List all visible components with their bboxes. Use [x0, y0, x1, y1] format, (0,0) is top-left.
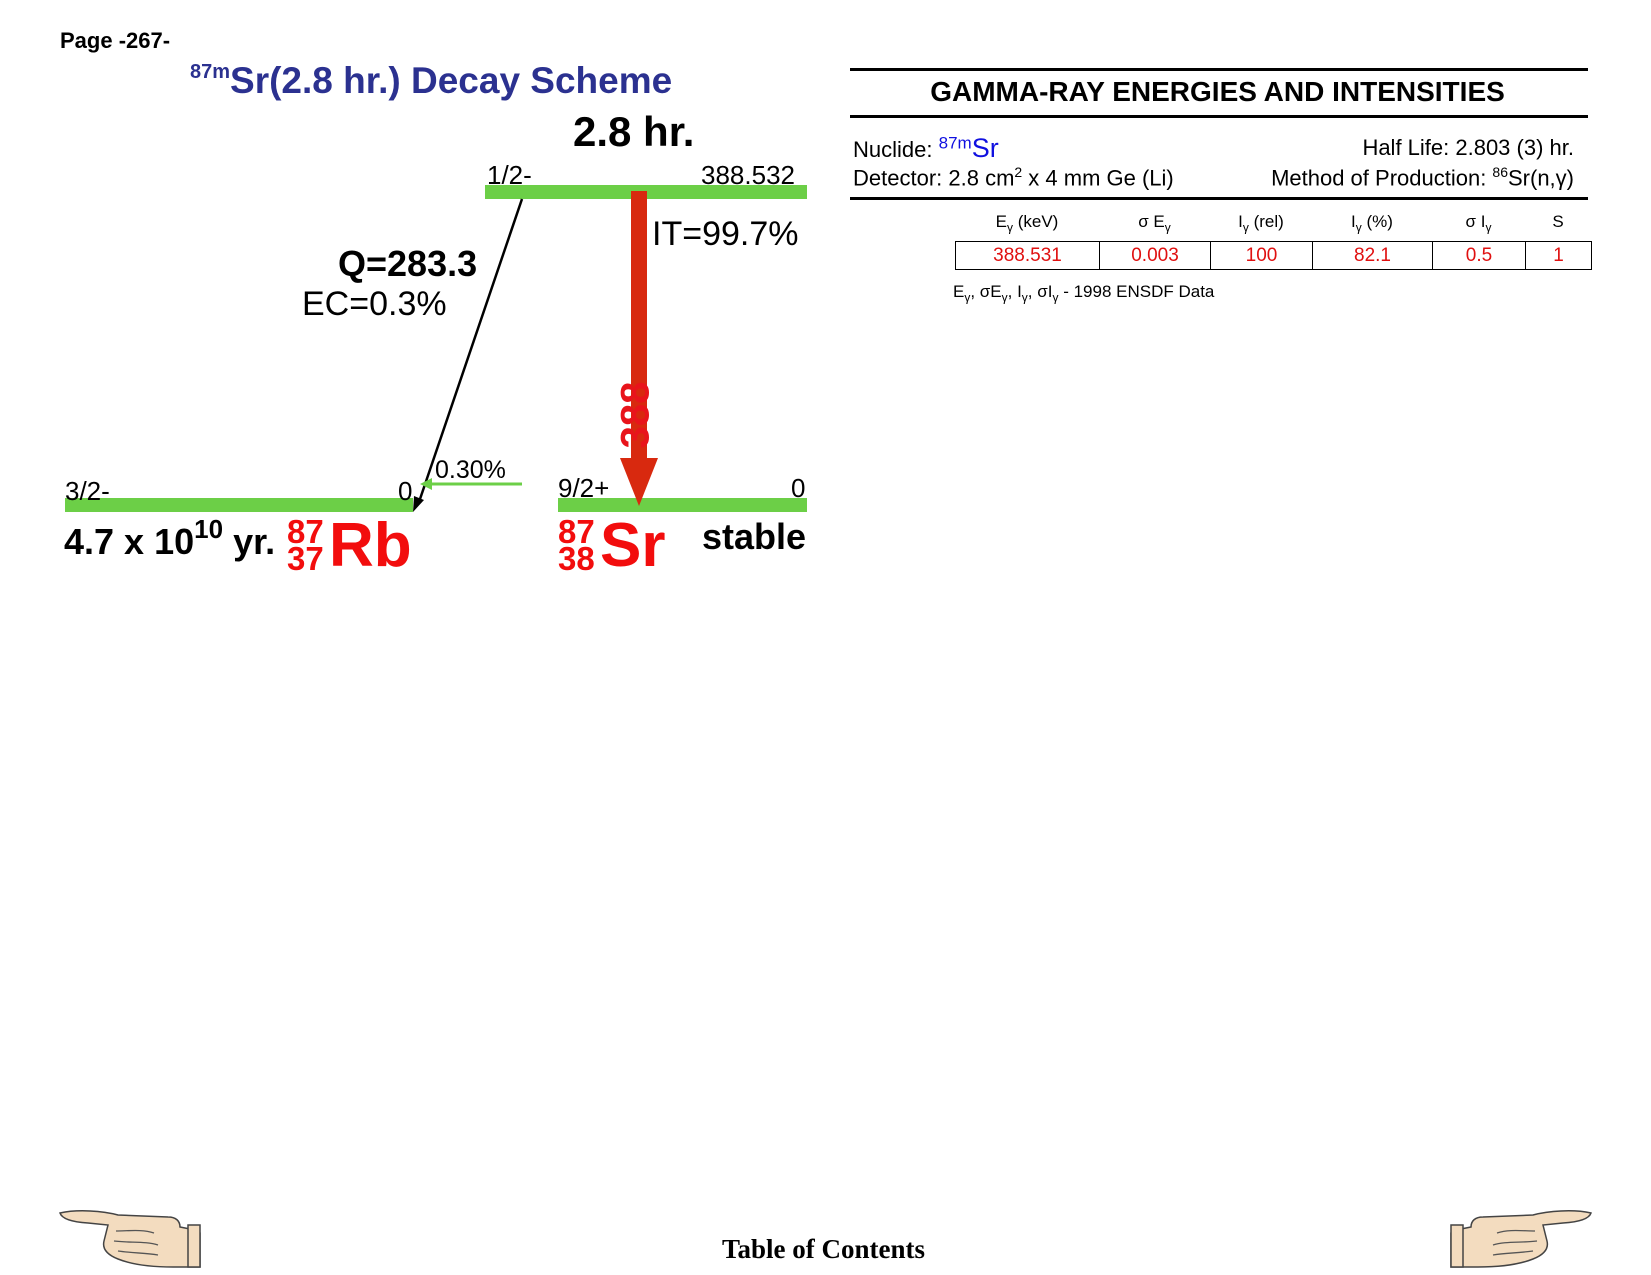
- cell-energy-error: 0.003: [1099, 241, 1211, 270]
- sr-level-spin: 9/2+: [558, 473, 610, 503]
- column-header-intensity-pct: Iγ (%): [1351, 212, 1393, 235]
- decay-scheme-title: 87mSr(2.8 hr.) Decay Scheme: [190, 60, 673, 101]
- ec-arrowhead: [413, 496, 424, 512]
- table-header-rule: [850, 197, 1588, 200]
- parent-level-energy: 388.532: [701, 160, 795, 190]
- ec-feed-percent: 0.30%: [435, 456, 506, 484]
- table-top-rule: [850, 68, 1588, 71]
- pointing-hand-right-icon[interactable]: [1448, 1205, 1593, 1270]
- rb-level-spin: 3/2-: [65, 476, 110, 506]
- gamma-transition-line: [631, 191, 647, 458]
- cell-s: 1: [1525, 241, 1592, 270]
- rb-level-energy: 0: [398, 476, 413, 506]
- gamma-arrowhead: [620, 458, 658, 506]
- cell-intensity-error: 0.5: [1432, 241, 1526, 270]
- sr-ground-level-line: [558, 498, 807, 512]
- rb-halflife: 4.7 x 1010 yr.: [64, 514, 276, 562]
- column-header-energy: Eγ (keV): [995, 212, 1059, 235]
- page-number: Page -267-: [60, 28, 171, 53]
- decay-scheme-diagram: [65, 185, 807, 512]
- ec-branch: EC=0.3%: [302, 285, 447, 323]
- cell-intensity-rel: 100: [1210, 241, 1313, 270]
- parent-level-spin: 1/2-: [487, 160, 532, 190]
- table-footnote: Eγ, σEγ, Iγ, σIγ - 1998 ENSDF Data: [953, 282, 1215, 305]
- sr-nuclide-symbol: 87 38 Sr: [558, 511, 666, 580]
- q-value: Q=283.3: [338, 243, 478, 284]
- table-title-rule: [850, 115, 1588, 118]
- half-life-field: Half Life: 2.803 (3) hr.: [1362, 135, 1574, 160]
- rb-nuclide-symbol: 87 37 Rb: [287, 511, 412, 580]
- pointing-hand-left-icon[interactable]: [58, 1205, 203, 1270]
- column-header-intensity-rel: Iγ (rel): [1238, 212, 1284, 235]
- gamma-data-table: 388.531 0.003 100 82.1 0.5 1: [955, 241, 1592, 270]
- cell-intensity-pct: 82.1: [1312, 241, 1433, 270]
- production-field: Method of Production: 86Sr(n,γ): [1271, 164, 1574, 191]
- rb-ground-level-line: [65, 498, 413, 512]
- detector-field: Detector: 2.8 cm2 x 4 mm Ge (Li): [853, 164, 1174, 191]
- sr-level-energy: 0: [791, 473, 806, 503]
- gamma-energy-label: 388: [613, 381, 658, 449]
- column-header-s: S: [1552, 212, 1564, 231]
- ec-feed-arrowhead: [420, 478, 432, 490]
- it-branch: IT=99.7%: [652, 215, 799, 253]
- table-of-contents-link[interactable]: Table of Contents: [722, 1234, 926, 1264]
- ec-transition-line: [417, 198, 524, 503]
- table-row: 388.531 0.003 100 82.1 0.5 1: [955, 241, 1592, 270]
- column-header-energy-error: σ Eγ: [1138, 212, 1171, 235]
- column-header-intensity-error: σ Iγ: [1465, 212, 1492, 235]
- nuclide-field: Nuclide: 87mSr: [853, 133, 999, 163]
- sr-stability: stable: [702, 516, 807, 557]
- parent-halflife: 2.8 hr.: [573, 108, 695, 155]
- gamma-table-title: GAMMA-RAY ENERGIES AND INTENSITIES: [930, 76, 1505, 107]
- cell-energy: 388.531: [955, 241, 1100, 270]
